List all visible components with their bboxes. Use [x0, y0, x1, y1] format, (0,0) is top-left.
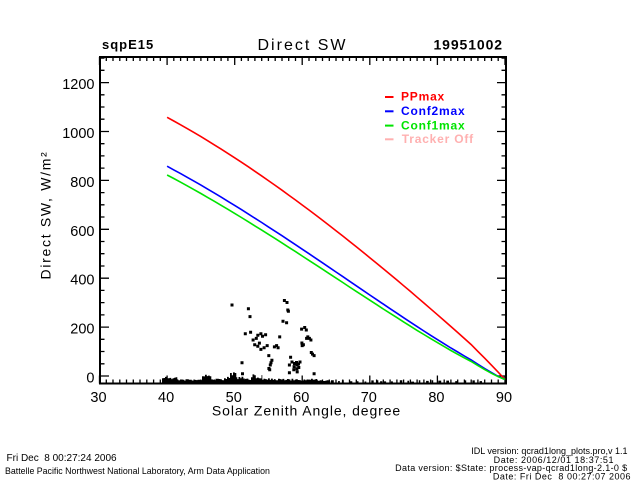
- svg-text:400: 400: [70, 273, 94, 289]
- svg-text:PPmax: PPmax: [401, 90, 445, 104]
- svg-text:50: 50: [226, 390, 242, 406]
- svg-text:Direct SW, W/m²: Direct SW, W/m²: [38, 151, 54, 280]
- svg-text:1200: 1200: [62, 77, 94, 93]
- svg-text:sqpE15: sqpE15: [102, 37, 154, 52]
- svg-text:Conf1max: Conf1max: [401, 118, 465, 132]
- svg-text:90: 90: [496, 390, 512, 406]
- svg-text:19951002: 19951002: [434, 36, 504, 52]
- svg-text:Battelle Pacific Northwest Nat: Battelle Pacific Northwest National Labo…: [5, 466, 270, 476]
- svg-text:Direct SW: Direct SW: [258, 37, 348, 54]
- svg-text:Data version: $State: process-: Data version: $State: process-vap-qcrad1…: [395, 463, 627, 473]
- svg-text:0: 0: [86, 371, 94, 387]
- svg-text:70: 70: [361, 390, 377, 406]
- svg-text:200: 200: [70, 322, 94, 338]
- svg-text:600: 600: [70, 224, 94, 240]
- svg-text:Tracker Off: Tracker Off: [402, 132, 474, 146]
- svg-text:800: 800: [70, 175, 94, 191]
- svg-text:Date: 2006/12/01 18:37:51: Date: 2006/12/01 18:37:51: [494, 455, 614, 465]
- svg-text:IDL version: qcrad1long_plots.: IDL version: qcrad1long_plots.pro,v 1.1: [471, 446, 627, 456]
- svg-text:60: 60: [293, 390, 309, 406]
- svg-text:40: 40: [158, 390, 174, 406]
- svg-text:Date: Fri Dec 8 00:27:07 2006: Date: Fri Dec 8 00:27:07 2006: [493, 472, 631, 481]
- svg-text:Fri Dec 8 00:27:24 2006: Fri Dec 8 00:27:24 2006: [7, 453, 118, 464]
- svg-text:80: 80: [428, 390, 444, 406]
- svg-text:Conf2max: Conf2max: [401, 104, 465, 118]
- svg-text:Solar Zenith Angle, degree: Solar Zenith Angle, degree: [212, 402, 401, 418]
- svg-text:30: 30: [90, 390, 106, 406]
- svg-text:1000: 1000: [62, 126, 94, 142]
